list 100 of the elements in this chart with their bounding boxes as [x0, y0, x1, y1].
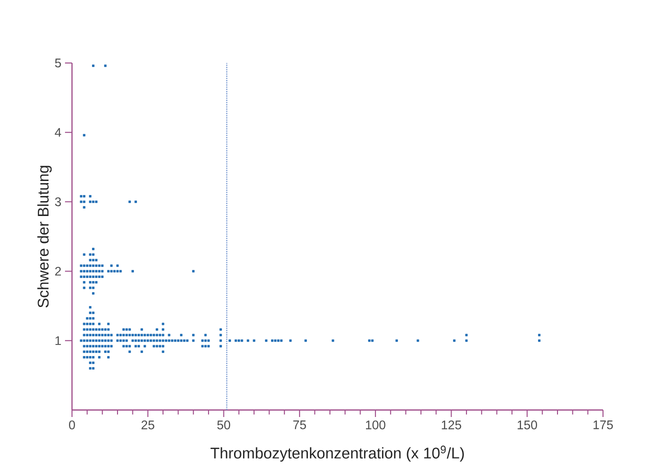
point — [192, 334, 195, 336]
point — [144, 334, 146, 336]
point — [82, 339, 86, 342]
point — [264, 339, 268, 342]
point — [101, 334, 104, 336]
point — [465, 339, 468, 342]
point — [146, 339, 150, 342]
point — [162, 328, 164, 331]
point — [162, 344, 164, 348]
point — [168, 334, 170, 336]
point — [207, 344, 210, 348]
point — [110, 334, 113, 336]
point — [86, 322, 88, 326]
point — [116, 334, 119, 336]
point — [158, 344, 162, 348]
point — [128, 344, 131, 348]
x-axis-title: Thrombozytenkonzentration (x 10$^{9}$/L) — [210, 446, 464, 462]
point — [98, 334, 101, 336]
point — [156, 334, 158, 336]
point — [98, 344, 101, 348]
point — [122, 334, 125, 336]
point — [152, 334, 156, 336]
point — [104, 339, 107, 342]
point — [234, 339, 238, 342]
point — [104, 328, 107, 331]
point — [82, 322, 86, 326]
x-tick-label: 150 — [518, 420, 538, 430]
point — [107, 322, 110, 326]
point — [368, 339, 371, 342]
point — [201, 339, 204, 342]
point — [119, 339, 122, 342]
point — [371, 339, 374, 342]
point — [104, 344, 107, 348]
x-tick-label: 0 — [69, 420, 75, 430]
point — [101, 339, 104, 342]
point — [122, 339, 125, 342]
point — [98, 339, 101, 342]
point — [101, 328, 104, 331]
point — [152, 339, 156, 342]
point — [116, 264, 119, 267]
x-tick-label: 50 — [217, 420, 230, 430]
point — [156, 344, 158, 348]
y-axis-title: Schwere der Blutung — [37, 166, 52, 308]
y-tick-label: 2 — [55, 266, 61, 276]
point — [98, 264, 101, 267]
x-tick-label: 75 — [293, 420, 306, 430]
point — [131, 339, 134, 342]
point — [125, 339, 128, 342]
point — [252, 339, 256, 342]
point — [332, 339, 334, 342]
point — [80, 339, 82, 342]
point — [107, 334, 110, 336]
y-tick-label: 3 — [55, 197, 61, 206]
x-tick-label: 100 — [366, 420, 386, 430]
point — [219, 339, 222, 342]
point — [162, 339, 164, 342]
point — [277, 339, 280, 342]
point — [150, 334, 152, 336]
point — [107, 339, 110, 342]
point — [86, 339, 88, 342]
point — [110, 339, 113, 342]
point — [238, 339, 240, 342]
point — [158, 339, 162, 342]
point — [304, 339, 307, 342]
point — [82, 206, 86, 209]
point — [207, 339, 210, 342]
point — [82, 334, 86, 336]
x-tick-label: 125 — [442, 420, 462, 430]
point — [122, 328, 125, 331]
point — [82, 286, 86, 290]
y-tick-label: 4 — [54, 128, 62, 137]
point — [107, 344, 110, 348]
point — [101, 264, 104, 267]
point — [168, 339, 170, 342]
point — [125, 328, 128, 331]
point — [416, 339, 420, 342]
point — [204, 334, 207, 336]
point — [98, 322, 101, 326]
point — [144, 344, 146, 348]
x-tick-label: 25 — [142, 420, 154, 430]
point — [80, 264, 82, 267]
y-tick-label: 5 — [55, 58, 61, 68]
point — [86, 344, 88, 348]
point — [170, 339, 174, 342]
point — [122, 344, 125, 348]
point — [204, 344, 207, 348]
y-tick-label: 1 — [56, 336, 61, 345]
point — [101, 344, 104, 348]
point — [219, 334, 222, 336]
point — [82, 328, 86, 331]
point — [82, 253, 86, 256]
point — [86, 334, 88, 336]
x-tick-label: 175 — [594, 420, 613, 430]
point — [219, 328, 222, 331]
point — [186, 339, 189, 342]
point — [204, 339, 207, 342]
point — [110, 344, 113, 348]
point — [86, 264, 88, 267]
point — [128, 328, 131, 331]
point — [164, 339, 168, 342]
